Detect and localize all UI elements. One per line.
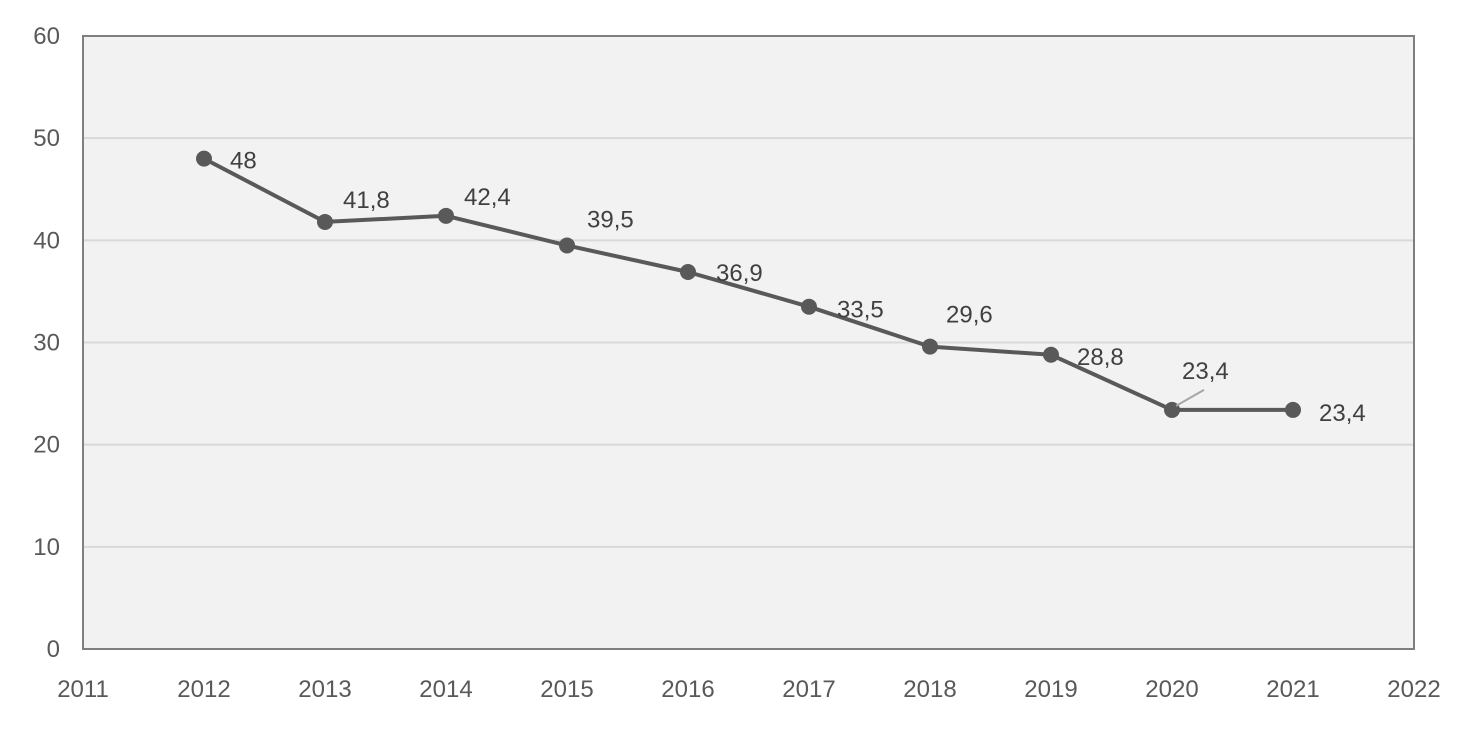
x-tick-label: 2012 xyxy=(177,676,230,703)
y-axis-tick-labels: 0 10 20 30 40 50 60 xyxy=(33,23,60,663)
data-point xyxy=(317,213,333,230)
data-label: 42,4 xyxy=(464,184,511,211)
data-point xyxy=(1285,401,1301,418)
x-tick-label: 2011 xyxy=(57,676,109,703)
y-tick-label: 50 xyxy=(33,125,60,152)
data-label: 23,4 xyxy=(1319,400,1366,427)
x-axis-tick-labels: 2011 2012 2013 2014 2015 2016 2017 2018 2019 2020… xyxy=(57,676,1441,703)
x-tick-label: 2019 xyxy=(1024,676,1077,703)
x-tick-label: 2014 xyxy=(419,676,472,703)
gridlines xyxy=(83,137,1414,548)
leader-line xyxy=(1175,389,1205,407)
data-point xyxy=(1043,346,1059,363)
x-tick-label: 2022 xyxy=(1387,676,1440,703)
data-label: 23,4 xyxy=(1182,358,1229,385)
data-point xyxy=(196,150,212,167)
y-tick-label: 60 xyxy=(33,23,60,50)
data-point xyxy=(559,237,575,254)
x-tick-label: 2020 xyxy=(1145,676,1198,703)
y-tick-label: 40 xyxy=(33,227,60,254)
data-label: 29,6 xyxy=(946,302,993,329)
data-label: 41,8 xyxy=(343,187,390,214)
data-point xyxy=(438,207,454,224)
plot-border xyxy=(82,35,1415,650)
axes xyxy=(82,35,1415,650)
x-tick-label: 2017 xyxy=(782,676,835,703)
data-label: 28,8 xyxy=(1077,344,1124,371)
data-labels: 48 41,8 42,4 39,5 36,9 33,5 29,6 28,8 23,4 23,4 xyxy=(230,148,1366,427)
data-label: 36,9 xyxy=(716,260,763,287)
y-tick-label: 10 xyxy=(33,534,60,561)
x-tick-label: 2016 xyxy=(661,676,714,703)
data-point xyxy=(801,298,817,315)
data-point xyxy=(922,338,938,355)
data-label: 33,5 xyxy=(837,297,884,324)
data-label: 39,5 xyxy=(587,206,634,233)
y-tick-label: 0 xyxy=(47,636,60,663)
x-tick-label: 2018 xyxy=(903,676,956,703)
series-line xyxy=(203,156,1293,412)
y-tick-label: 20 xyxy=(33,432,60,459)
y-tick-label: 30 xyxy=(33,330,60,357)
x-tick-label: 2013 xyxy=(298,676,351,703)
x-tick-label: 2015 xyxy=(540,676,593,703)
data-point xyxy=(680,264,696,281)
data-label: 48 xyxy=(230,148,257,175)
x-tick-label: 2021 xyxy=(1266,676,1319,703)
